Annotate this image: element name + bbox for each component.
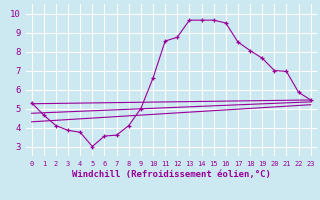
X-axis label: Windchill (Refroidissement éolien,°C): Windchill (Refroidissement éolien,°C) [72, 170, 271, 179]
